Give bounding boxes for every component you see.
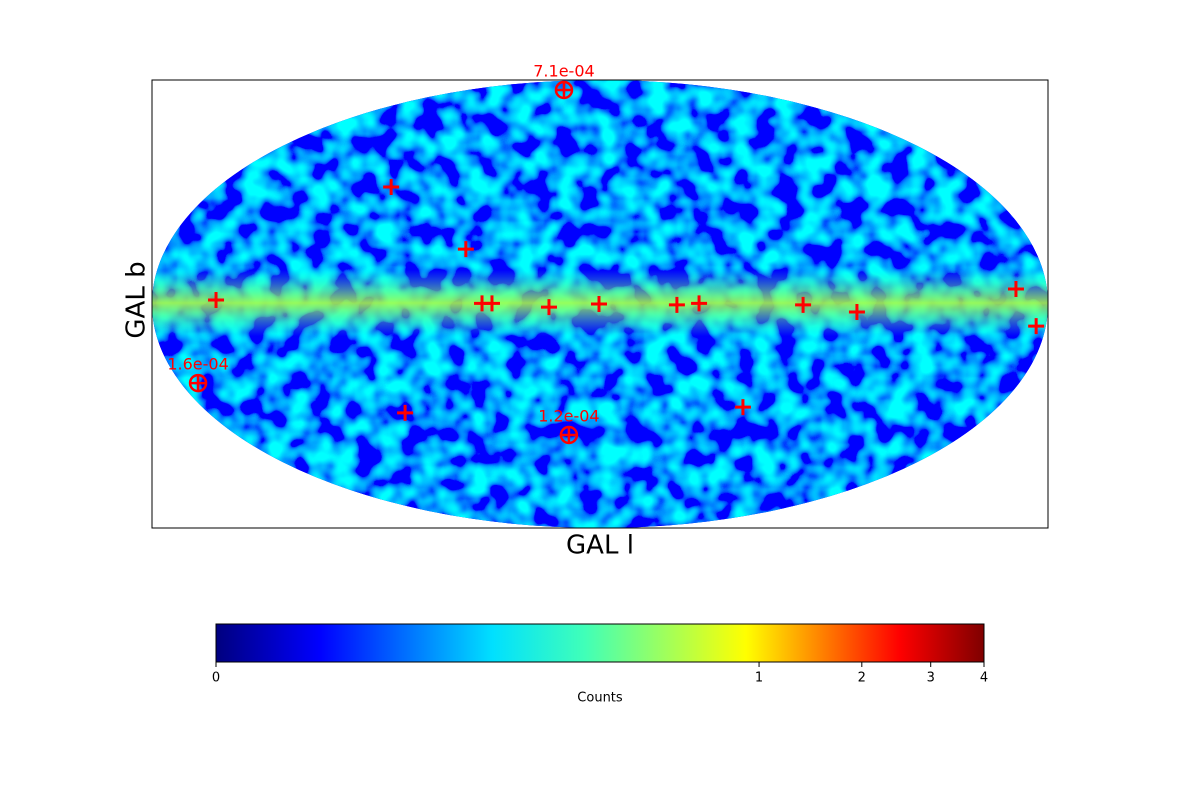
marker — [208, 292, 225, 309]
colorbar-label: Counts — [577, 691, 623, 706]
colorbar-tick-label: 0 — [212, 671, 220, 686]
colorbar-tick-label: 3 — [927, 671, 935, 686]
marker — [795, 296, 812, 313]
marker — [540, 299, 557, 316]
marker — [1007, 280, 1024, 297]
marker — [1028, 318, 1045, 335]
source-marker — [560, 426, 577, 443]
x-axis-label: GAL l — [566, 531, 634, 561]
source-circle — [188, 373, 208, 393]
source-label: 7.1e-04 — [533, 61, 594, 80]
marker — [457, 241, 474, 258]
source-marker — [190, 375, 207, 392]
source-circle — [559, 425, 579, 445]
source-marker — [555, 81, 572, 98]
marker — [483, 295, 500, 312]
y-axis-label: GAL b — [122, 261, 152, 338]
marker — [734, 399, 751, 416]
source-label: 1.6e-04 — [167, 355, 228, 374]
source-circle — [554, 80, 574, 100]
source-label: 1.2e-04 — [538, 406, 599, 425]
marker — [691, 295, 708, 312]
colorbar-tick-label: 2 — [858, 671, 866, 686]
marker — [668, 296, 685, 313]
colorbar-tick-label: 4 — [980, 671, 988, 686]
marker — [591, 296, 608, 312]
colorbar — [215, 623, 985, 663]
colorbar-tick-label: 1 — [755, 671, 763, 686]
axes-frame — [151, 79, 1049, 529]
marker — [383, 179, 400, 196]
marker — [848, 303, 865, 320]
marker — [397, 404, 414, 421]
